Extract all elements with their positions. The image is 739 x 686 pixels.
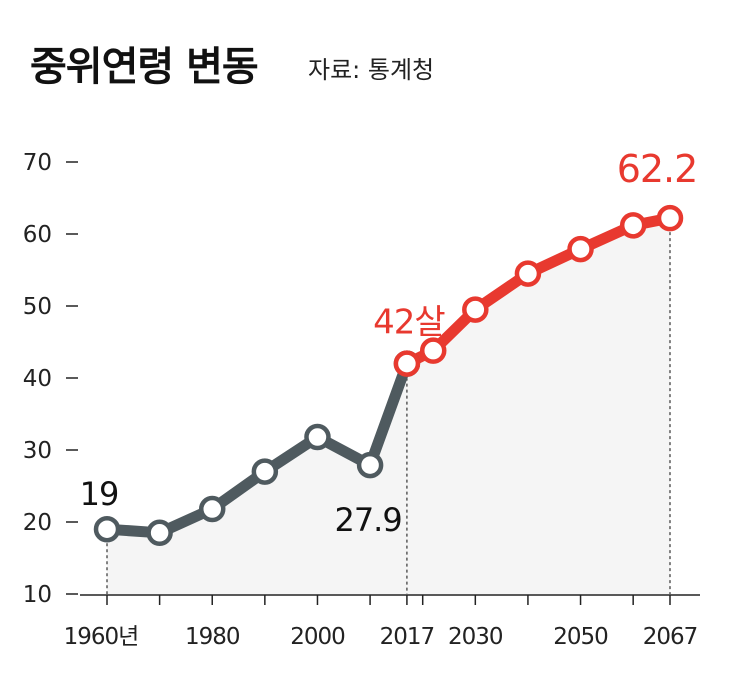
x-tick-label: 2067	[643, 624, 698, 650]
projection-point	[393, 350, 421, 377]
data-label: 42살	[373, 303, 445, 343]
projection-point	[567, 235, 594, 263]
y-tick-label: 50	[23, 294, 52, 320]
past-point	[356, 451, 384, 479]
area-fill	[107, 218, 670, 594]
y-tick-label: 60	[23, 222, 52, 248]
x-tick-label: 2030	[448, 624, 503, 650]
past-point	[304, 423, 331, 451]
past-point	[146, 519, 173, 547]
past-point	[93, 515, 121, 543]
data-label: 27.9	[334, 501, 401, 539]
x-tick-label: 2017	[380, 624, 435, 650]
x-tick-label: 1980	[185, 624, 240, 650]
past-point	[251, 458, 279, 485]
projection-point	[419, 337, 447, 364]
source-note: 자료: 통계청	[308, 56, 435, 84]
projection-point	[619, 212, 647, 239]
past-point	[198, 495, 226, 523]
x-tick-label: 2000	[290, 624, 345, 650]
y-tick-label: 40	[23, 366, 52, 392]
projection-point	[514, 260, 542, 287]
x-tick-label: 2050	[553, 624, 608, 650]
x-tick-label: 1960년	[64, 624, 139, 650]
data-label: 19	[80, 475, 119, 513]
chart-title: 중위연령 변동	[30, 44, 259, 90]
y-tick-label: 30	[23, 438, 52, 464]
projection-point	[462, 296, 489, 323]
y-tick-label: 10	[23, 582, 52, 608]
y-tick-label: 20	[23, 510, 52, 536]
y-tick-label: 70	[23, 150, 52, 176]
data-label: 62.2	[617, 147, 698, 191]
projection-point	[656, 204, 684, 232]
